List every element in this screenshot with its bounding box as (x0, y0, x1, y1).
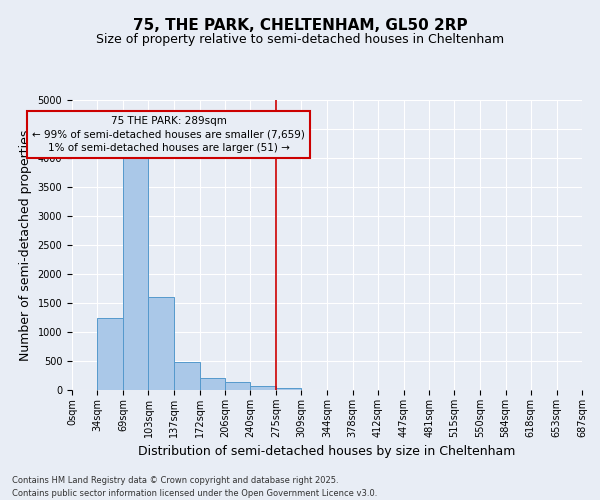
Text: Size of property relative to semi-detached houses in Cheltenham: Size of property relative to semi-detach… (96, 32, 504, 46)
Bar (123, 155, 148, 390)
Bar (148, 297, 174, 390)
X-axis label: Distribution of semi-detached houses by size in Cheltenham: Distribution of semi-detached houses by … (139, 446, 515, 458)
Text: Contains HM Land Registry data © Crown copyright and database right 2025.
Contai: Contains HM Land Registry data © Crown c… (12, 476, 377, 498)
Bar (174, 362, 200, 390)
Text: 75 THE PARK: 289sqm
← 99% of semi-detached houses are smaller (7,659)
1% of semi: 75 THE PARK: 289sqm ← 99% of semi-detach… (32, 116, 305, 152)
Text: 75, THE PARK, CHELTENHAM, GL50 2RP: 75, THE PARK, CHELTENHAM, GL50 2RP (133, 18, 467, 32)
Bar (276, 388, 301, 390)
Y-axis label: Number of semi-detached properties: Number of semi-detached properties (19, 130, 32, 360)
Bar (97, 318, 123, 390)
Bar (225, 382, 250, 390)
Bar (250, 386, 276, 390)
Bar (200, 378, 225, 390)
